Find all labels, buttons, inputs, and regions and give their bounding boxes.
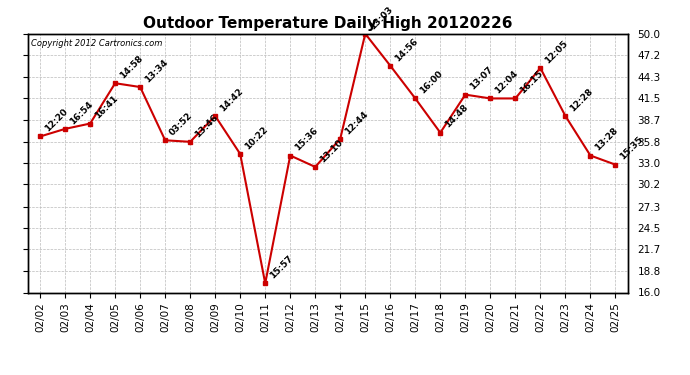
Text: 10:22: 10:22	[243, 125, 270, 151]
Text: 15:57: 15:57	[268, 254, 295, 280]
Text: Copyright 2012 Cartronics.com: Copyright 2012 Cartronics.com	[30, 39, 162, 48]
Text: 14:58: 14:58	[118, 54, 145, 81]
Text: 12:44: 12:44	[343, 109, 370, 136]
Text: 03:52: 03:52	[168, 111, 195, 138]
Text: 13:46: 13:46	[193, 112, 219, 139]
Text: 14:48: 14:48	[443, 103, 470, 130]
Text: 16:41: 16:41	[93, 94, 119, 121]
Text: 12:20: 12:20	[43, 107, 70, 134]
Text: 16:54: 16:54	[68, 99, 95, 126]
Text: 13:28: 13:28	[593, 126, 620, 153]
Text: 13:34: 13:34	[143, 57, 170, 84]
Text: 14:56: 14:56	[393, 36, 420, 63]
Text: 12:05: 12:05	[543, 39, 570, 65]
Text: 15:35: 15:35	[618, 135, 644, 162]
Text: 12:28: 12:28	[568, 87, 595, 113]
Text: 14:42: 14:42	[218, 86, 245, 113]
Text: 16:00: 16:00	[418, 69, 444, 96]
Text: 12:04: 12:04	[493, 69, 520, 96]
Text: 13:03: 13:03	[368, 4, 395, 31]
Title: Outdoor Temperature Daily High 20120226: Outdoor Temperature Daily High 20120226	[143, 16, 513, 31]
Text: 15:36: 15:36	[293, 126, 319, 153]
Text: 13:07: 13:07	[468, 65, 495, 92]
Text: 13:10: 13:10	[318, 138, 344, 164]
Text: 16:15: 16:15	[518, 69, 544, 96]
